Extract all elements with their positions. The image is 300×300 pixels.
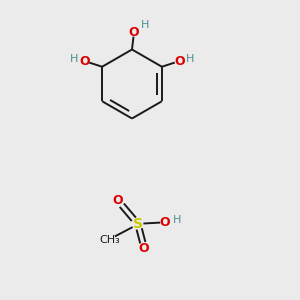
Text: O: O — [174, 55, 184, 68]
Text: H: H — [70, 54, 78, 64]
Text: CH₃: CH₃ — [99, 235, 120, 245]
Text: O: O — [139, 242, 149, 255]
Text: O: O — [160, 216, 170, 229]
Text: H: H — [186, 54, 194, 64]
Text: H: H — [173, 215, 181, 225]
Text: H: H — [141, 20, 149, 30]
Text: O: O — [128, 26, 139, 40]
Text: O: O — [112, 194, 123, 208]
Text: S: S — [133, 217, 143, 230]
Text: O: O — [80, 55, 90, 68]
